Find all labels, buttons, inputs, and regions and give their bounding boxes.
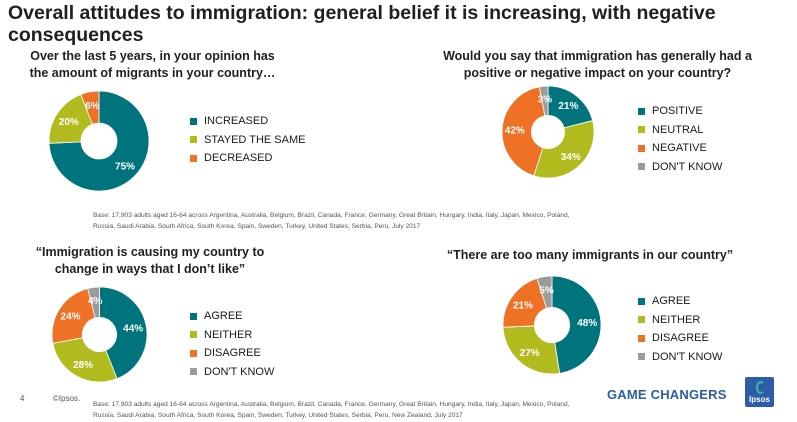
legend-item: DON'T KNOW — [190, 365, 274, 380]
slice-neither — [52, 337, 118, 383]
legend-label: POSITIVE — [652, 105, 703, 118]
legend-item: INCREASED — [190, 114, 305, 129]
slice-negative — [501, 86, 546, 177]
chart4-question: “There are too many immigrants in our co… — [446, 248, 734, 262]
legend-swatch — [190, 349, 197, 357]
legend-label: AGREE — [652, 295, 691, 308]
legend-label: DON'T KNOW — [652, 350, 723, 363]
chart2-legend: POSITIVE NEUTRAL NEGATIVE DON'T KNOW — [638, 104, 722, 178]
chart3-legend: AGREE NEITHER DISAGREE DON'T KNOW — [190, 309, 274, 383]
slice-label: 42% — [505, 125, 525, 136]
slice-label: 21% — [558, 101, 578, 112]
chart3-question: “Immigration is causing my country to ch… — [35, 245, 265, 276]
ipsos-logo-mark — [756, 381, 765, 394]
legend-item: DECREASED — [190, 151, 305, 166]
slice-neither — [502, 325, 561, 375]
legend-item: NEUTRAL — [638, 123, 722, 138]
ipsos-logo: Ipsos — [745, 377, 774, 407]
legend-item: NEITHER — [190, 328, 274, 343]
chart1-donut: 75% 20% 6% — [48, 90, 150, 192]
legend-item: DISAGREE — [190, 346, 274, 361]
slice-don-t-know — [536, 275, 553, 309]
legend-label: INCREASED — [204, 115, 269, 128]
legend-swatch — [638, 297, 645, 305]
legend-swatch — [190, 368, 197, 376]
legend-label: DON'T KNOW — [204, 365, 275, 378]
slice-label: 24% — [61, 312, 81, 323]
ipsos-logo-text: Ipsos — [749, 395, 770, 404]
legend-label: DON'T KNOW — [652, 160, 723, 173]
legend-item: AGREE — [638, 294, 722, 309]
slice-label: 3% — [538, 94, 553, 105]
slice-agree — [551, 275, 602, 374]
slice-don-t-know — [87, 286, 100, 319]
legend-swatch — [638, 144, 645, 152]
page-number: 4 — [20, 394, 25, 403]
base-note-top: Base: 17,903 adults aged 16-64 across Ar… — [93, 212, 570, 230]
slice-label: 27% — [520, 348, 540, 359]
chart1-legend: INCREASED STAYED THE SAME DECREASED — [190, 114, 305, 170]
legend-label: STAYED THE SAME — [204, 133, 306, 146]
legend-item: STAYED THE SAME — [190, 133, 305, 148]
slice-label: 6% — [85, 101, 100, 112]
legend-swatch — [190, 331, 197, 339]
legend-label: AGREE — [204, 310, 243, 323]
legend-swatch — [638, 334, 645, 342]
legend-label: DISAGREE — [204, 347, 261, 360]
legend-label: DISAGREE — [652, 332, 709, 345]
legend-label: DECREASED — [204, 152, 273, 165]
base-note-bottom: Base: 17,903 adults aged 16-64 across Ar… — [93, 401, 570, 419]
game-changers-logo: GAME CHANGERS — [607, 387, 727, 402]
slice-label: 48% — [577, 318, 597, 329]
copyright: ©Ipsos. — [53, 394, 81, 403]
slice-label: 28% — [73, 360, 93, 371]
legend-swatch — [638, 126, 645, 134]
page-title: Overall attitudes to immigration: genera… — [8, 2, 716, 46]
legend-swatch — [190, 312, 197, 320]
slice-label: 34% — [561, 152, 581, 163]
slice-label: 4% — [88, 296, 103, 307]
legend-swatch — [190, 136, 197, 144]
legend-swatch — [190, 154, 197, 162]
legend-swatch — [638, 353, 645, 361]
legend-item: AGREE — [190, 309, 274, 324]
legend-label: NEITHER — [204, 328, 253, 341]
chart4-donut: 48% 27% 21% 5% — [502, 275, 602, 375]
chart3-donut: 44% 28% 24% 4% — [51, 286, 148, 383]
slice-don-t-know — [538, 85, 549, 117]
slice-label: 5% — [539, 286, 554, 297]
slice-agree — [99, 286, 148, 380]
slice-label: 44% — [123, 324, 143, 335]
slice-neutral — [533, 120, 595, 179]
chart2-question: Would you say that immigration has gener… — [443, 49, 752, 80]
chart2-donut: 21% 34% 42% 3% — [501, 85, 595, 179]
legend-swatch — [638, 316, 645, 324]
legend-item: DON'T KNOW — [638, 350, 722, 365]
slice-label: 20% — [59, 117, 79, 128]
legend-swatch — [638, 107, 645, 115]
legend-item: POSITIVE — [638, 104, 722, 119]
legend-label: NEGATIVE — [652, 142, 707, 155]
legend-label: NEUTRAL — [652, 123, 704, 136]
chart1-question: Over the last 5 years, in your opinion h… — [29, 49, 276, 80]
legend-label: NEITHER — [652, 313, 701, 326]
legend-swatch — [638, 163, 645, 171]
slice-disagree — [51, 288, 96, 344]
slice-decreased — [80, 90, 100, 125]
legend-item: NEGATIVE — [638, 141, 722, 156]
slice-increased — [48, 90, 150, 192]
chart4-legend: AGREE NEITHER DISAGREE DON'T KNOW — [638, 294, 722, 368]
slice-label: 21% — [513, 300, 533, 311]
slice-label: 75% — [115, 161, 135, 172]
legend-item: NEITHER — [638, 313, 722, 328]
legend-item: DISAGREE — [638, 331, 722, 346]
legend-swatch — [190, 117, 197, 125]
legend-item: DON'T KNOW — [638, 160, 722, 175]
